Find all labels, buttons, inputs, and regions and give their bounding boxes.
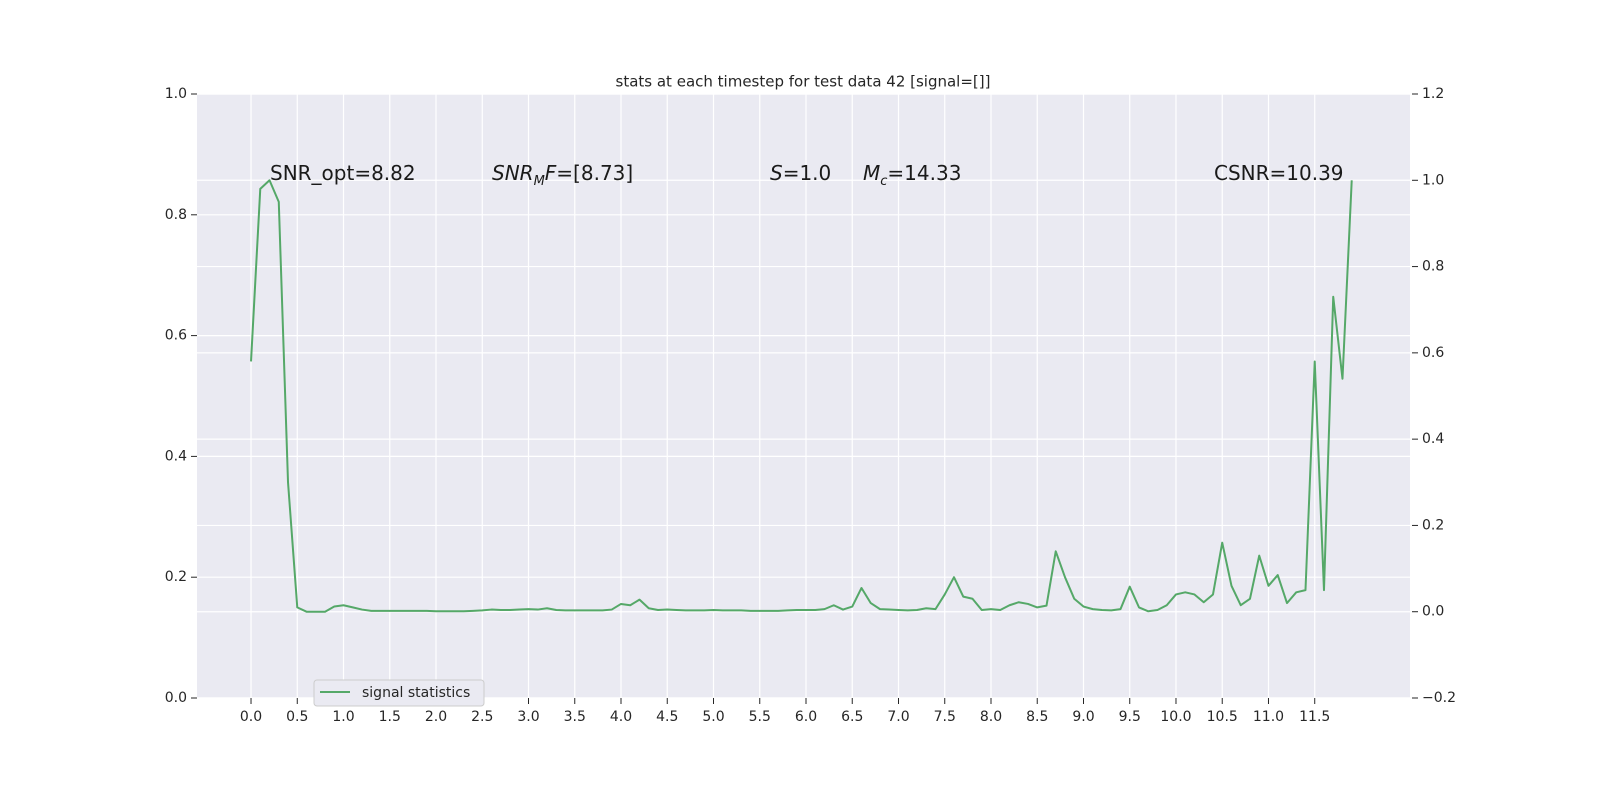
- x-tick-label: 7.0: [887, 709, 909, 725]
- y2-tick-label: 0.4: [1422, 431, 1444, 447]
- x-tick-label: 7.5: [934, 709, 956, 725]
- y2-tick-label: 0.6: [1422, 345, 1444, 361]
- y-tick-label: 0.6: [165, 328, 187, 344]
- x-tick-label: 0.0: [240, 709, 262, 725]
- y-tick-label: 0.4: [165, 448, 187, 464]
- x-tick-label: 1.5: [379, 709, 401, 725]
- y2-tick-label: 1.0: [1422, 172, 1444, 188]
- x-tick-label: 3.0: [517, 709, 539, 725]
- x-tick-label: 1.0: [332, 709, 354, 725]
- x-tick-label: 5.5: [749, 709, 771, 725]
- marks: [250, 179, 1353, 613]
- x-tick-label: 6.0: [795, 709, 817, 725]
- y2-tick-label: 1.2: [1422, 86, 1444, 102]
- annotation-part: F: [545, 161, 557, 185]
- x-tick-label: 3.5: [564, 709, 586, 725]
- plot-area: [197, 94, 1410, 698]
- y2-tick-label: −0.2: [1422, 690, 1456, 706]
- x-tick-label: 10.0: [1160, 709, 1191, 725]
- y-tick-label: 1.0: [165, 86, 187, 102]
- annotation: SNRMF=[8.73]: [492, 161, 633, 189]
- annotation-part: M: [863, 161, 880, 185]
- annotation: S=1.0: [770, 161, 831, 185]
- annotation-part: SNR: [492, 161, 534, 185]
- x-tick-label: 9.0: [1072, 709, 1094, 725]
- x-tick-label: 6.5: [841, 709, 863, 725]
- annotation-part: =14.33: [887, 161, 961, 185]
- x-tick-label: 11.5: [1299, 709, 1330, 725]
- annotation-part: =[8.73]: [556, 161, 633, 185]
- x-tick-label: 8.5: [1026, 709, 1048, 725]
- annotation: SNR_opt=8.82: [270, 161, 416, 185]
- legend: signal statistics: [313, 679, 485, 707]
- x-tick-label: 8.0: [980, 709, 1002, 725]
- x-tick-label: 0.5: [286, 709, 308, 725]
- x-tick-label: 10.5: [1207, 709, 1238, 725]
- legend-box: [313, 679, 485, 707]
- legend-label: signal statistics: [362, 685, 470, 701]
- x-tick-label: 11.0: [1253, 709, 1284, 725]
- annotation-part: =1.0: [783, 161, 832, 185]
- chart-title: stats at each timestep for test data 42 …: [616, 73, 991, 91]
- y2-tick-label: 0.0: [1422, 604, 1444, 620]
- series-line: [250, 179, 1353, 613]
- x-tick-label: 2.0: [425, 709, 447, 725]
- grid: [197, 93, 1410, 699]
- y2-tick-label: 0.2: [1422, 517, 1444, 533]
- y2-tick-label: 0.8: [1422, 259, 1444, 275]
- x-tick-label: 2.5: [471, 709, 493, 725]
- x-tick-label: 4.5: [656, 709, 678, 725]
- y-tick-label: 0.2: [165, 569, 187, 585]
- y-tick-label: 0.0: [165, 690, 187, 706]
- annotation-part: S: [770, 161, 783, 185]
- annotation-part: M: [534, 174, 545, 189]
- x-tick-label: 5.0: [702, 709, 724, 725]
- annotation: Mc=14.33: [863, 161, 961, 189]
- annotation-part: c: [880, 174, 887, 189]
- x-tick-label: 4.0: [610, 709, 632, 725]
- x-tick-label: 9.5: [1119, 709, 1141, 725]
- y-tick-label: 0.8: [165, 207, 187, 223]
- annotation: CSNR=10.39: [1214, 161, 1344, 185]
